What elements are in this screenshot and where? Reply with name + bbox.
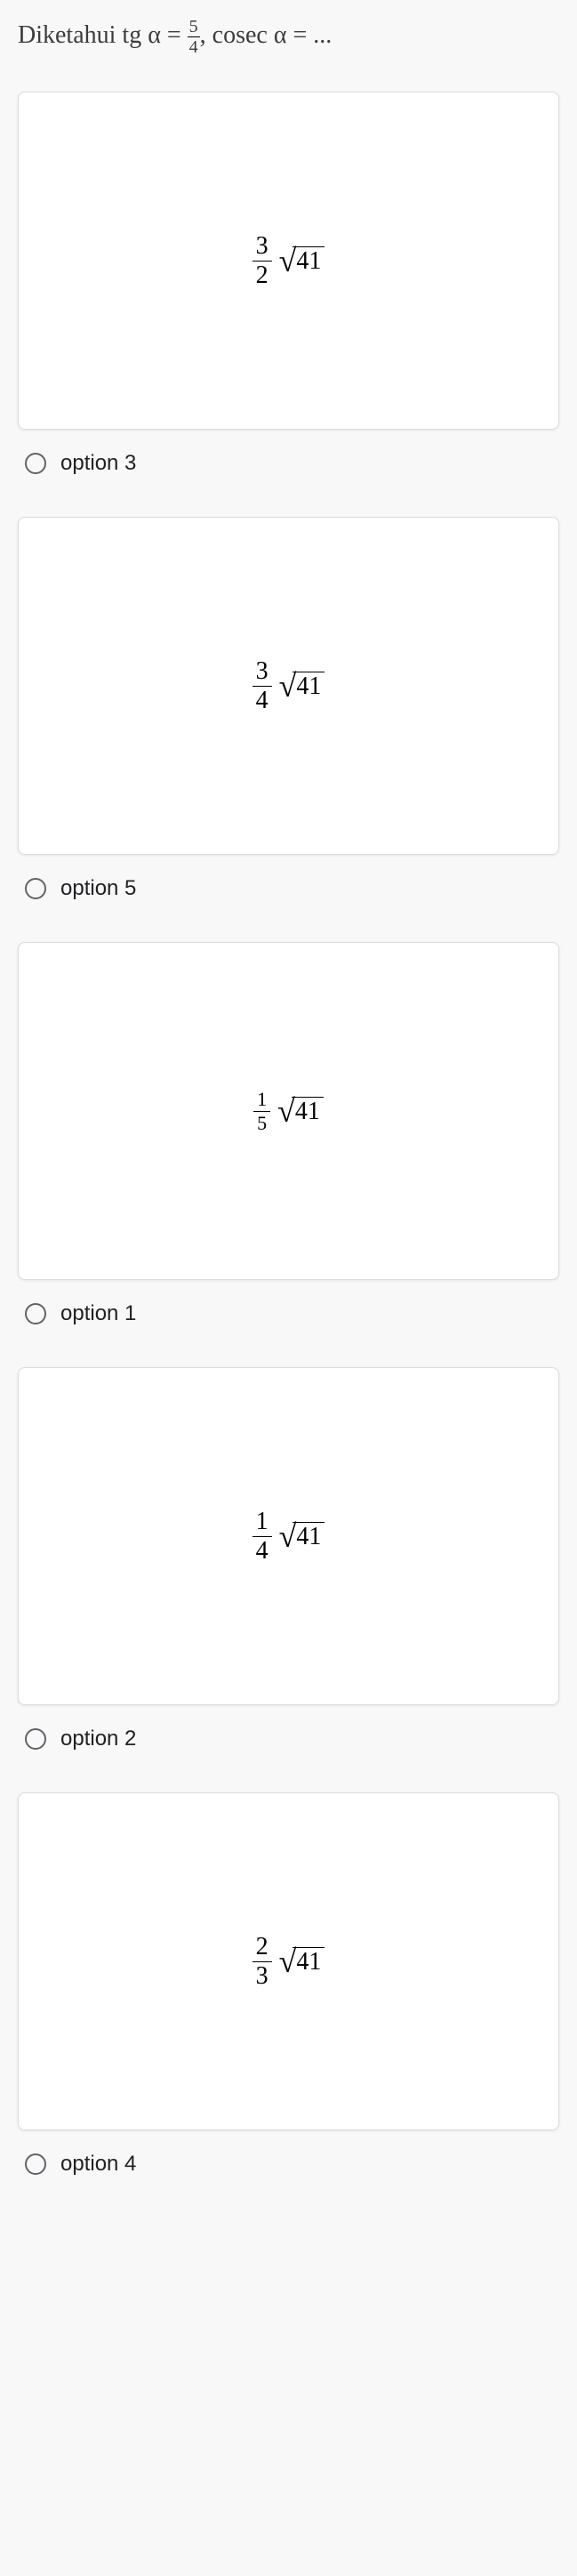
radio-button[interactable] [25,453,46,474]
radio-button[interactable] [25,1728,46,1750]
math-expression: 15√41 [253,1090,324,1133]
fraction: 32 [252,234,272,288]
square-root: √41 [279,242,325,279]
sqrt-argument: 41 [293,1947,325,1976]
fraction-denominator: 3 [252,1961,272,1989]
fraction-numerator: 1 [252,1509,272,1536]
fraction: 15 [253,1090,270,1133]
option-image-card[interactable]: 14√41 [18,1367,559,1705]
fraction-numerator: 1 [253,1090,270,1111]
radio-button[interactable] [25,2153,46,2175]
option-row[interactable]: option 4 [18,2137,559,2191]
option-label: option 5 [60,876,136,901]
sqrt-argument: 41 [293,672,325,701]
option-block: 23√41 option 4 [18,1792,559,2191]
fraction-denominator: 4 [252,686,272,713]
fraction-numerator: 3 [252,659,272,686]
option-row[interactable]: option 1 [18,1287,559,1340]
question-text: Diketahui tg α = 5 4 , cosec α = ... [18,18,559,56]
option-row[interactable]: option 5 [18,862,559,915]
radio-button[interactable] [25,878,46,899]
question-frac-den: 4 [188,36,200,56]
fraction-denominator: 4 [252,1536,272,1564]
question-frac-num: 5 [188,18,200,36]
radio-button[interactable] [25,1303,46,1324]
option-block: 32√41option 3 [18,92,559,490]
fraction: 23 [252,1935,272,1989]
square-root: √41 [279,1517,325,1555]
option-row[interactable]: option 2 [18,1712,559,1766]
option-row[interactable]: option 3 [18,437,559,490]
option-image-card[interactable]: 32√41 [18,92,559,430]
fraction: 14 [252,1509,272,1564]
question-suffix: , cosec α = ... [200,21,333,49]
option-block: 15√41option 1 [18,942,559,1340]
option-image-card[interactable]: 34√41 [18,517,559,855]
sqrt-argument: 41 [293,1522,325,1551]
square-root: √41 [279,667,325,704]
fraction-denominator: 2 [252,261,272,288]
math-expression: 14√41 [252,1509,325,1564]
option-image-card[interactable]: 15√41 [18,942,559,1280]
option-label: option 2 [60,1727,136,1751]
question-fraction: 5 4 [188,18,200,56]
fraction-numerator: 3 [252,234,272,261]
fraction-denominator: 5 [253,1111,270,1133]
option-block: 14√41 option 2 [18,1367,559,1766]
option-image-card[interactable]: 23√41 [18,1792,559,2130]
square-root: √41 [277,1092,324,1130]
sqrt-argument: 41 [292,1097,324,1126]
question-prefix: Diketahui tg α = [18,21,181,49]
option-label: option 1 [60,1301,136,1326]
fraction-numerator: 2 [252,1935,272,1961]
fraction: 34 [252,659,272,713]
sqrt-argument: 41 [293,246,325,276]
option-label: option 4 [60,2152,136,2177]
math-expression: 32√41 [252,234,325,288]
math-expression: 34√41 [252,659,325,713]
math-expression: 23√41 [252,1935,325,1989]
option-label: option 3 [60,451,136,476]
square-root: √41 [279,1943,325,1980]
option-block: 34√41option 5 [18,517,559,915]
